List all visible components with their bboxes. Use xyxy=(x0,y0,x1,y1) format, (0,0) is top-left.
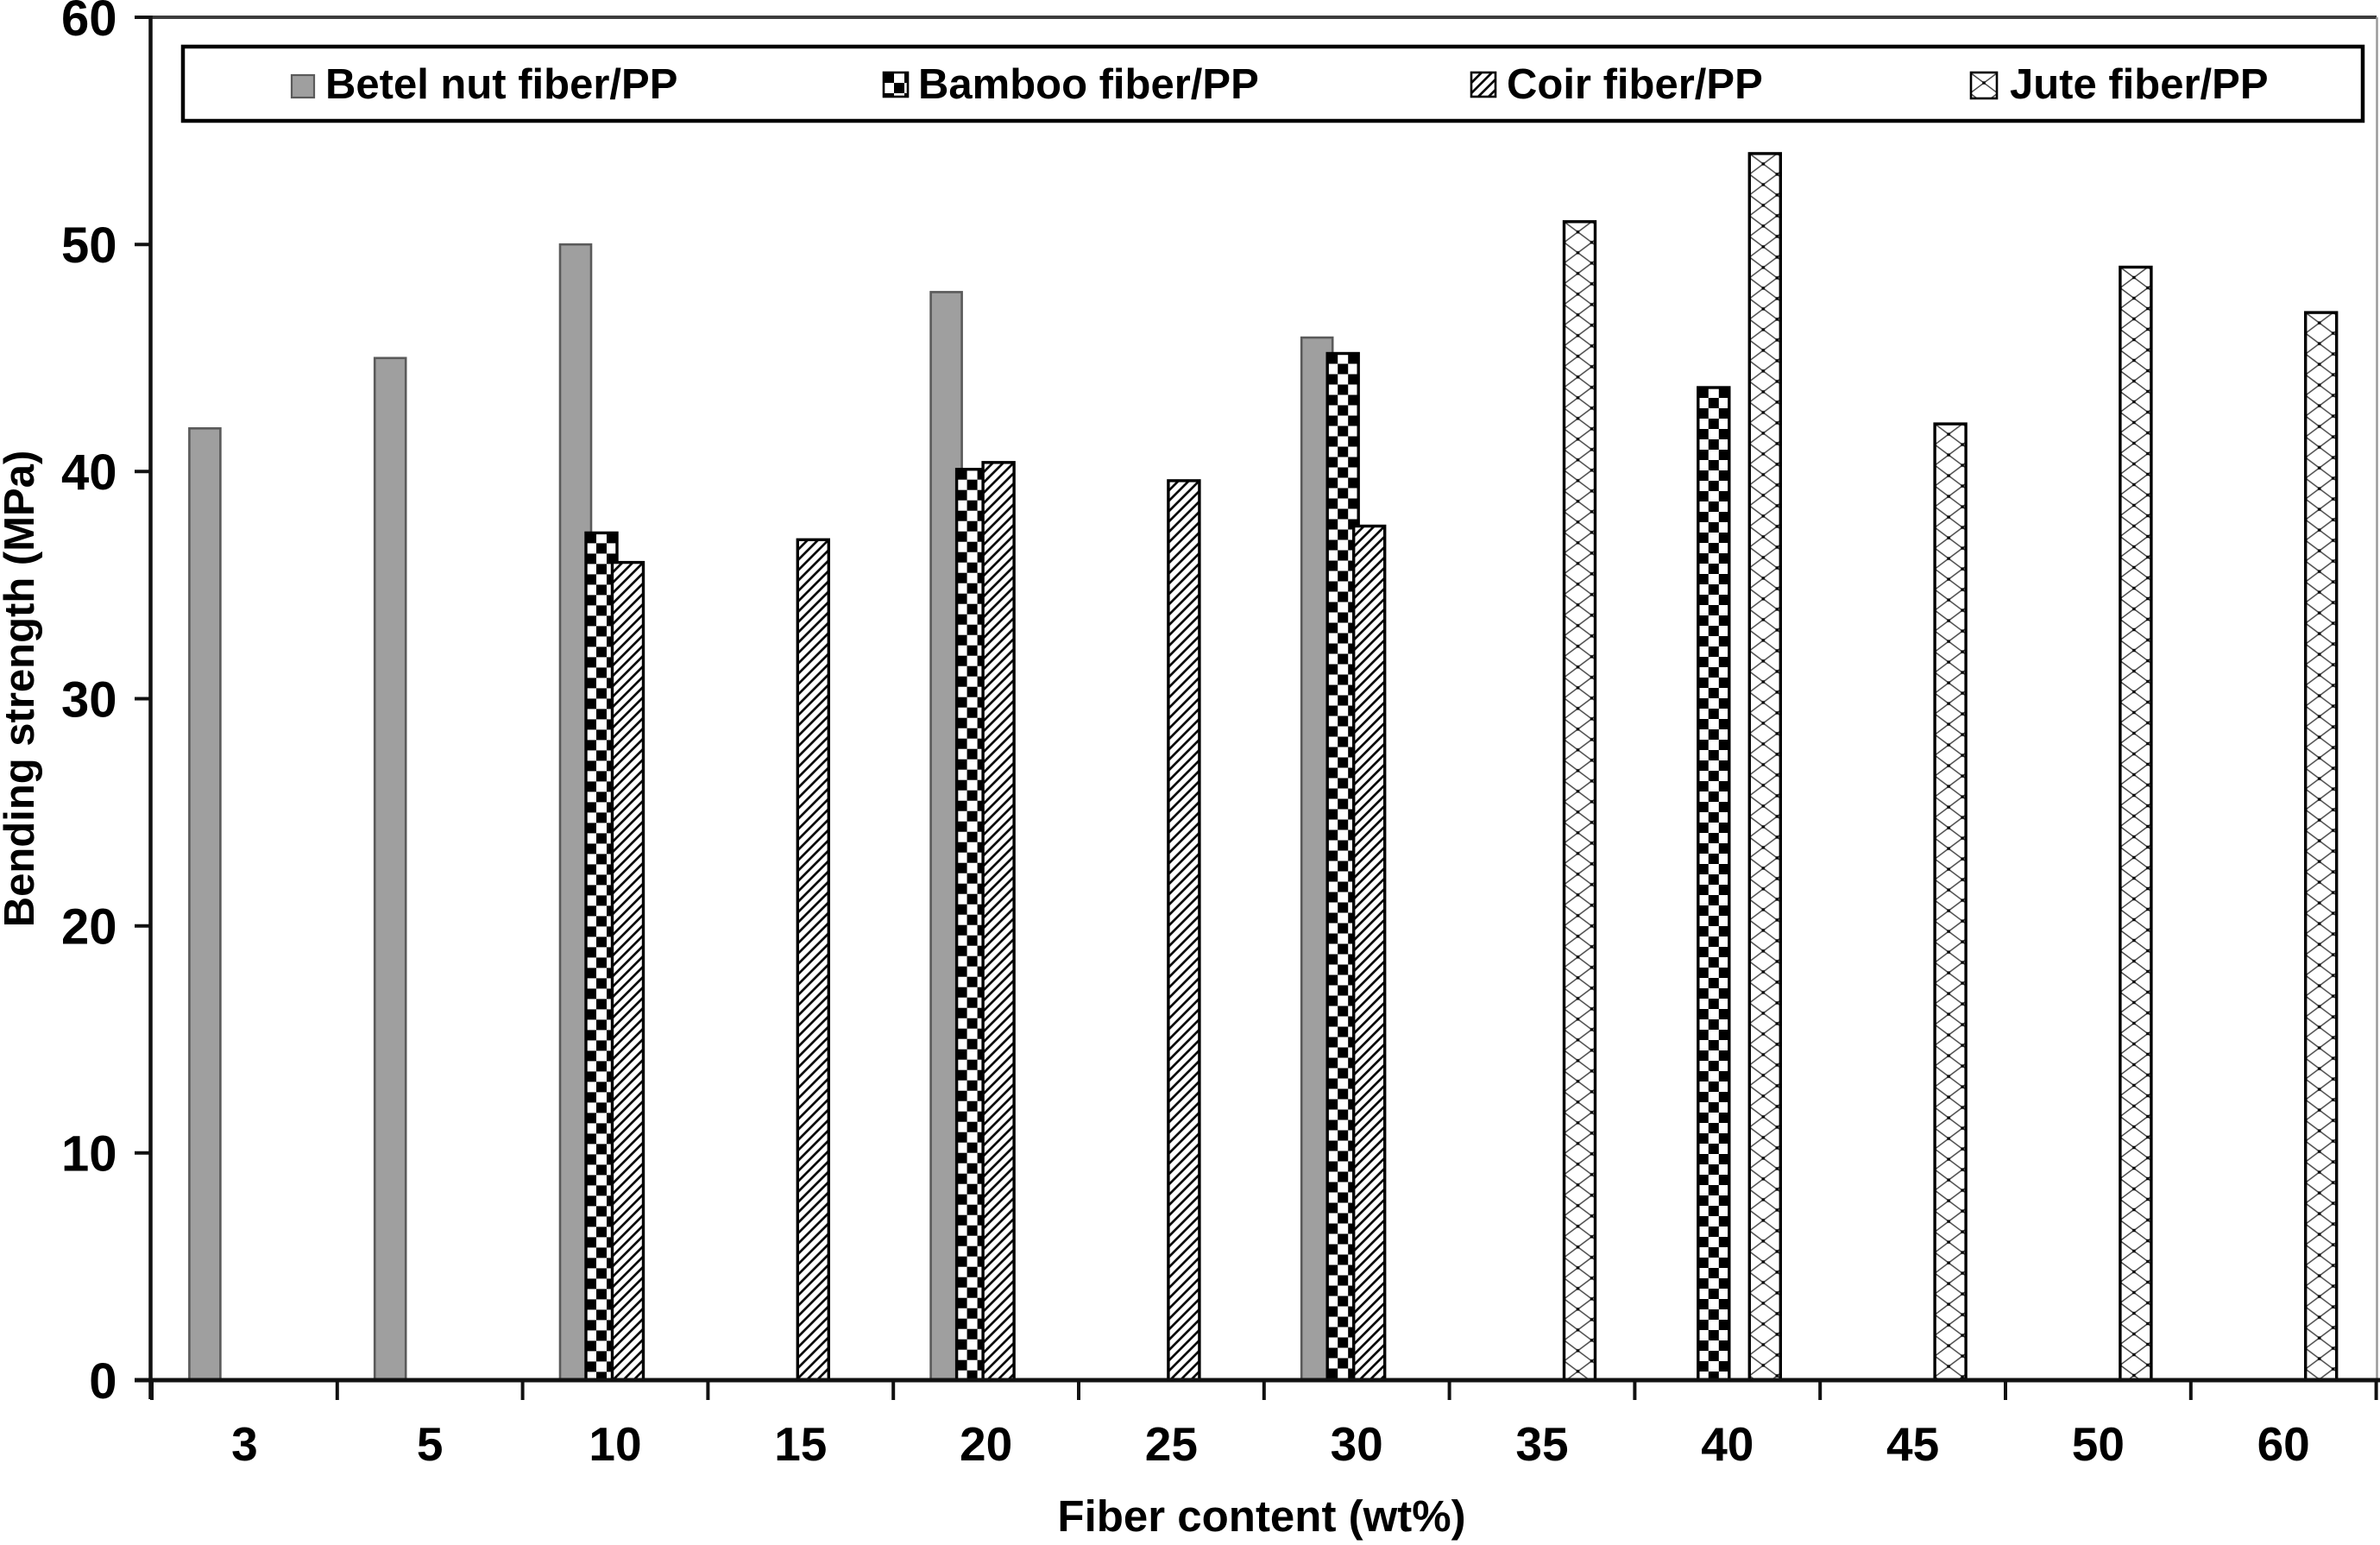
svg-text:5: 5 xyxy=(417,1417,444,1471)
svg-text:60: 60 xyxy=(61,0,117,47)
svg-text:20: 20 xyxy=(960,1417,1012,1471)
svg-text:20: 20 xyxy=(61,899,117,955)
svg-text:10: 10 xyxy=(589,1417,641,1471)
svg-text:40: 40 xyxy=(61,445,117,501)
svg-text:Bending strength (MPa): Bending strength (MPa) xyxy=(0,451,43,928)
svg-text:Coir fiber/PP: Coir fiber/PP xyxy=(1507,61,1763,108)
svg-text:10: 10 xyxy=(61,1126,117,1182)
svg-text:25: 25 xyxy=(1145,1417,1198,1471)
svg-text:45: 45 xyxy=(1886,1417,1939,1471)
svg-text:3: 3 xyxy=(231,1417,258,1471)
svg-text:Bamboo fiber/PP: Bamboo fiber/PP xyxy=(918,61,1259,108)
svg-text:Betel nut fiber/PP: Betel nut fiber/PP xyxy=(325,61,677,108)
svg-text:35: 35 xyxy=(1515,1417,1568,1471)
svg-text:30: 30 xyxy=(61,672,117,728)
svg-text:Jute fiber/PP: Jute fiber/PP xyxy=(2010,61,2269,108)
svg-text:0: 0 xyxy=(89,1353,116,1409)
svg-text:40: 40 xyxy=(1701,1417,1754,1471)
svg-text:50: 50 xyxy=(61,218,117,274)
svg-text:Fiber content (wt%): Fiber content (wt%) xyxy=(1057,1491,1465,1541)
svg-text:50: 50 xyxy=(2072,1417,2125,1471)
svg-text:60: 60 xyxy=(2257,1417,2310,1471)
svg-text:30: 30 xyxy=(1331,1417,1383,1471)
svg-text:15: 15 xyxy=(774,1417,827,1471)
